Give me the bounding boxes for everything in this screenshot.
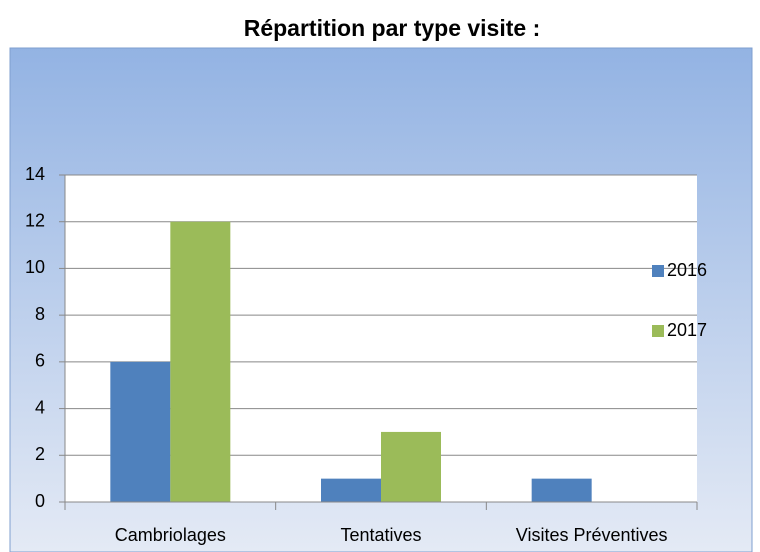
y-tick-label: 0 (35, 491, 45, 511)
chart-title: Répartition par type visite : (244, 15, 541, 41)
bar (110, 361, 171, 502)
y-tick-label: 2 (35, 444, 45, 464)
x-tick-label: Tentatives (340, 525, 421, 545)
bar (170, 221, 231, 502)
y-tick-label: 8 (35, 304, 45, 324)
bar (531, 478, 592, 502)
legend-label: 2016 (667, 260, 707, 280)
y-tick-label: 6 (35, 351, 45, 371)
y-tick-label: 10 (25, 257, 45, 277)
bar (381, 431, 441, 502)
x-tick-label: Cambriolages (115, 525, 226, 545)
bar (321, 478, 381, 502)
y-tick-label: 14 (25, 164, 45, 184)
legend-swatch (652, 265, 664, 277)
legend-label: 2017 (667, 320, 707, 340)
y-tick-label: 12 (25, 210, 45, 230)
legend-swatch (652, 325, 664, 337)
y-tick-label: 4 (35, 397, 45, 417)
x-tick-label: Visites Préventives (516, 525, 668, 545)
